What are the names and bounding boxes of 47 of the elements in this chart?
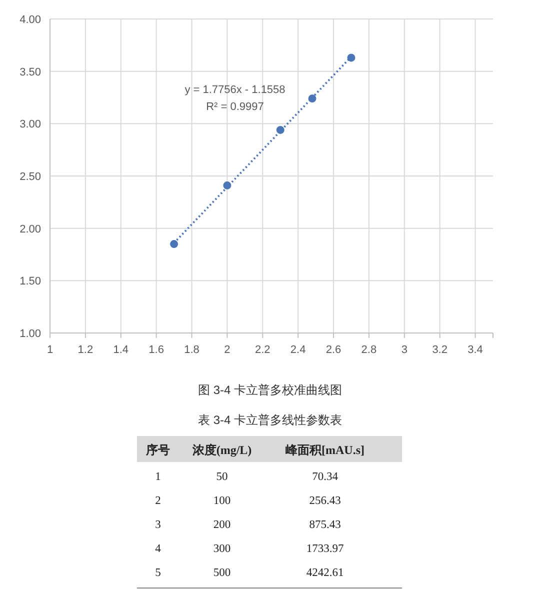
data-label: 4242.61 [306, 567, 344, 579]
point [308, 94, 316, 103]
x-tick-label: 2.2 [254, 344, 270, 356]
x-tick-label: 2 [224, 344, 230, 356]
data-label: 70.34 [312, 471, 338, 483]
x-tick-label: 3.2 [432, 344, 448, 356]
y-tick-label: 4.00 [20, 14, 41, 26]
y-axis-title: 序号 [145, 443, 170, 457]
y-tick-label: 1.00 [20, 328, 41, 340]
x-tick-label: 3 [401, 344, 408, 356]
y-tick-label: 3.00 [20, 118, 41, 131]
x-tick-label: 2.4 [290, 344, 306, 356]
data-label: 1733.97 [306, 543, 344, 555]
x-tick-label: 1.2 [78, 344, 94, 356]
x-tick-label: 1 [46, 344, 54, 356]
point [223, 181, 232, 190]
y-tick-label: 4 [155, 543, 162, 555]
x-tick-label: 2.6 [326, 344, 342, 356]
x-tick-label: 1.8 [184, 344, 200, 356]
y-tick-label: 1.50 [20, 276, 41, 288]
annotation: y = 1.7756x - 1.1558 [184, 84, 286, 96]
point [276, 126, 284, 134]
annotation: R² = 0.9997 [206, 101, 264, 113]
caption: 图 3-4 卡立普多校准曲线图 [198, 383, 342, 397]
x-tick-label: 3.4 [468, 344, 483, 356]
y-tick-label: 3 [155, 519, 162, 531]
x-tick-label: 1.4 [113, 344, 129, 356]
y-tick-label: 2 [155, 495, 162, 507]
point [170, 240, 178, 248]
x-tick-label: 1.6 [148, 344, 164, 356]
y-tick-label: 2.00 [20, 223, 41, 236]
data-label: 256.43 [309, 495, 342, 507]
data-label: 200 [213, 519, 231, 531]
data-label: 300 [213, 543, 231, 555]
data-label: 50 [216, 471, 228, 483]
y-tick-label: 2.50 [20, 171, 41, 183]
x-tick-label: 峰面积[mAU.s] [286, 443, 364, 457]
chart-title: 表 3-4 卡立普多线性参数表 [198, 413, 342, 427]
data-label: 500 [213, 567, 231, 579]
data-label: 875.43 [309, 519, 342, 531]
y-tick-label: 1 [155, 471, 162, 483]
y-tick-label: 5 [155, 567, 162, 579]
x-tick-label: 2.8 [361, 344, 377, 356]
y-tick-label: 3.50 [20, 66, 41, 78]
point [347, 54, 356, 62]
x-tick-label: 浓度(mg/L) [191, 443, 252, 457]
data-label: 100 [213, 495, 231, 507]
